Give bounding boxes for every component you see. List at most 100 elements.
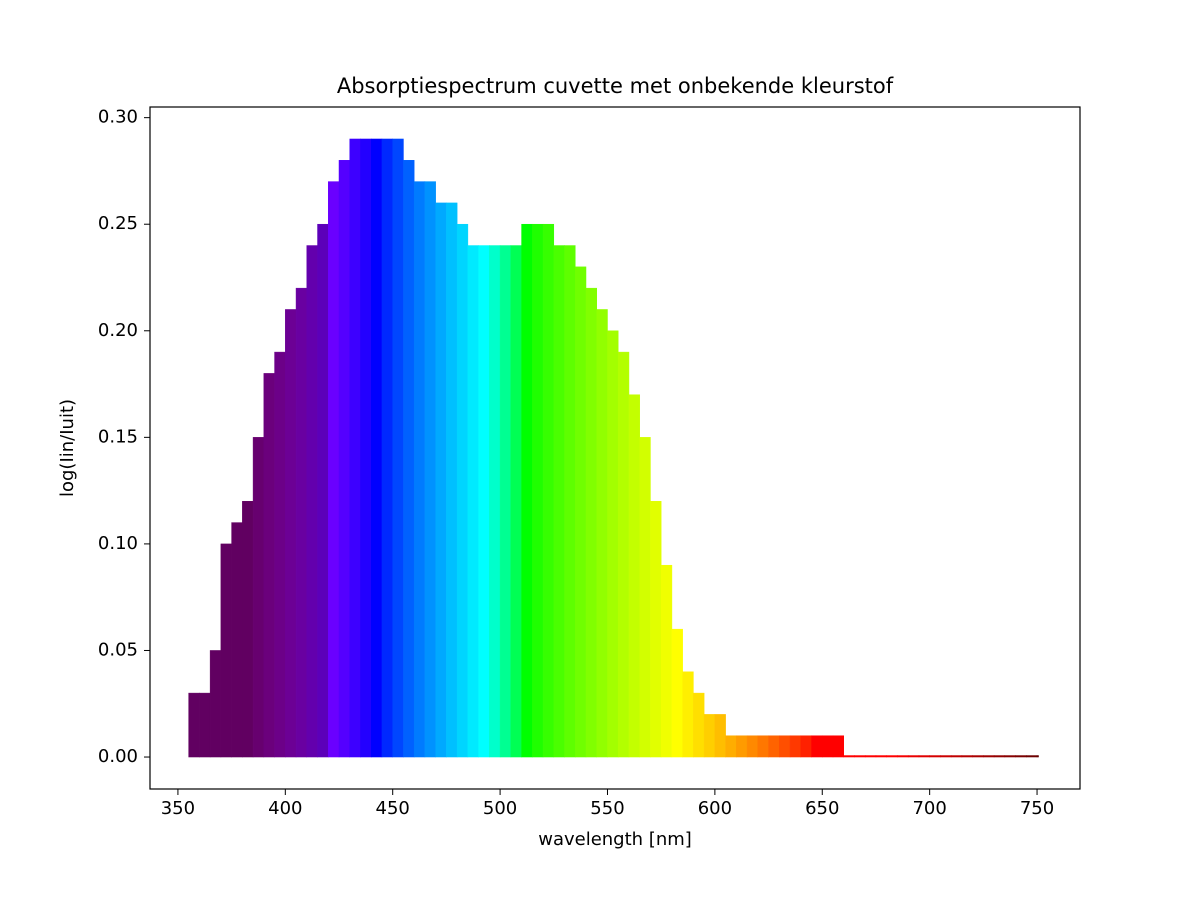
bar (940, 755, 952, 758)
bar (542, 223, 555, 758)
bar (832, 735, 844, 758)
bar (585, 287, 597, 758)
x-tick-label: 650 (805, 798, 839, 819)
bar (811, 735, 823, 758)
bar (1026, 755, 1038, 758)
bar (789, 735, 802, 758)
bar (596, 309, 608, 758)
bar (252, 437, 265, 758)
x-tick-label: 500 (483, 798, 517, 819)
bar (897, 755, 909, 758)
x-tick-label: 350 (161, 798, 195, 819)
y-tick-label: 0.25 (98, 213, 138, 234)
bar (338, 160, 350, 758)
bar (822, 735, 834, 758)
bar (242, 501, 254, 758)
bar (746, 735, 759, 758)
bar (703, 714, 716, 758)
x-tick-label: 600 (698, 798, 732, 819)
bar (607, 330, 619, 758)
bar (628, 394, 640, 758)
bar (650, 501, 662, 758)
bar (725, 735, 737, 758)
x-axis-label: wavelength [nm] (538, 829, 692, 850)
bar (929, 755, 941, 758)
bar (757, 735, 769, 758)
bar (660, 564, 673, 758)
bar (532, 223, 544, 758)
x-tick-label: 750 (1020, 798, 1054, 819)
x-tick-label: 700 (912, 798, 946, 819)
bar (317, 223, 329, 758)
bar (907, 755, 920, 758)
bar (682, 671, 694, 758)
bar (800, 735, 812, 758)
plot-frame (149, 106, 1081, 790)
bar (478, 245, 490, 758)
bar (285, 309, 297, 758)
bar (617, 351, 630, 758)
x-tick-label: 450 (376, 798, 410, 819)
bar (370, 138, 383, 758)
bar (521, 223, 533, 758)
bar (886, 755, 898, 758)
bar (413, 181, 426, 758)
bar (467, 245, 479, 758)
y-tick-label: 0.05 (98, 639, 138, 660)
y-tick-label: 0.20 (98, 320, 138, 341)
bar (295, 287, 308, 758)
bar (360, 138, 372, 758)
bar (693, 692, 705, 758)
bar (639, 437, 651, 758)
chart-title: Absorptiespectrum cuvette met onbekende … (337, 74, 894, 98)
x-tick-label: 550 (590, 798, 624, 819)
y-tick-label: 0.00 (98, 746, 138, 767)
bar (1004, 755, 1016, 758)
bar (446, 202, 458, 758)
bar (489, 245, 501, 758)
bar (961, 755, 973, 758)
y-tick-label: 0.10 (98, 533, 138, 554)
bar (950, 755, 963, 758)
bar (553, 245, 565, 758)
bar (499, 245, 512, 758)
bar (972, 755, 984, 758)
bar (671, 628, 683, 758)
bar (188, 692, 200, 758)
bar (1036, 755, 1039, 758)
bar (843, 755, 855, 758)
bar (768, 735, 780, 758)
bar (736, 735, 748, 758)
bar (209, 650, 222, 758)
y-tick-label: 0.30 (98, 107, 138, 128)
bar (714, 714, 726, 758)
bar (435, 202, 447, 758)
bar (306, 245, 318, 758)
y-axis-label: log(Iin/Iuit) (57, 399, 78, 497)
bar (328, 181, 340, 758)
bar (424, 181, 436, 758)
bar (456, 223, 469, 758)
bar (575, 266, 587, 758)
bar (381, 138, 393, 758)
bar (864, 755, 877, 758)
bar (993, 755, 1006, 758)
bar (875, 755, 887, 758)
bar (392, 138, 404, 758)
y-tick-label: 0.15 (98, 426, 138, 447)
bar (854, 755, 866, 758)
bar (1015, 755, 1027, 758)
bar (274, 351, 286, 758)
bar (564, 245, 576, 758)
x-tick-label: 400 (268, 798, 302, 819)
bar (403, 160, 415, 758)
bar (349, 138, 361, 758)
bar (779, 735, 791, 758)
bar (510, 245, 522, 758)
bar (983, 755, 995, 758)
bar (263, 373, 275, 758)
bar (220, 543, 232, 758)
bar (199, 692, 211, 758)
bar (918, 755, 930, 758)
